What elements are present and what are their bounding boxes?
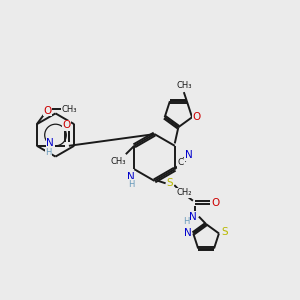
Text: O: O xyxy=(63,120,71,130)
Text: C: C xyxy=(178,158,184,167)
Text: H: H xyxy=(128,180,134,189)
Text: O: O xyxy=(192,112,201,122)
Text: N: N xyxy=(185,150,193,160)
Text: N: N xyxy=(128,172,135,182)
Text: N: N xyxy=(189,212,197,222)
Text: CH₃: CH₃ xyxy=(176,81,192,90)
Text: S: S xyxy=(167,178,173,188)
Text: CH₃: CH₃ xyxy=(61,105,76,114)
Text: N: N xyxy=(46,138,54,148)
Text: H: H xyxy=(46,148,52,157)
Text: O: O xyxy=(212,197,220,208)
Text: S: S xyxy=(221,227,228,237)
Text: CH₃: CH₃ xyxy=(111,157,126,166)
Text: CH₂: CH₂ xyxy=(176,188,192,197)
Text: O: O xyxy=(43,106,51,116)
Text: N: N xyxy=(184,228,192,239)
Text: H: H xyxy=(183,217,190,226)
